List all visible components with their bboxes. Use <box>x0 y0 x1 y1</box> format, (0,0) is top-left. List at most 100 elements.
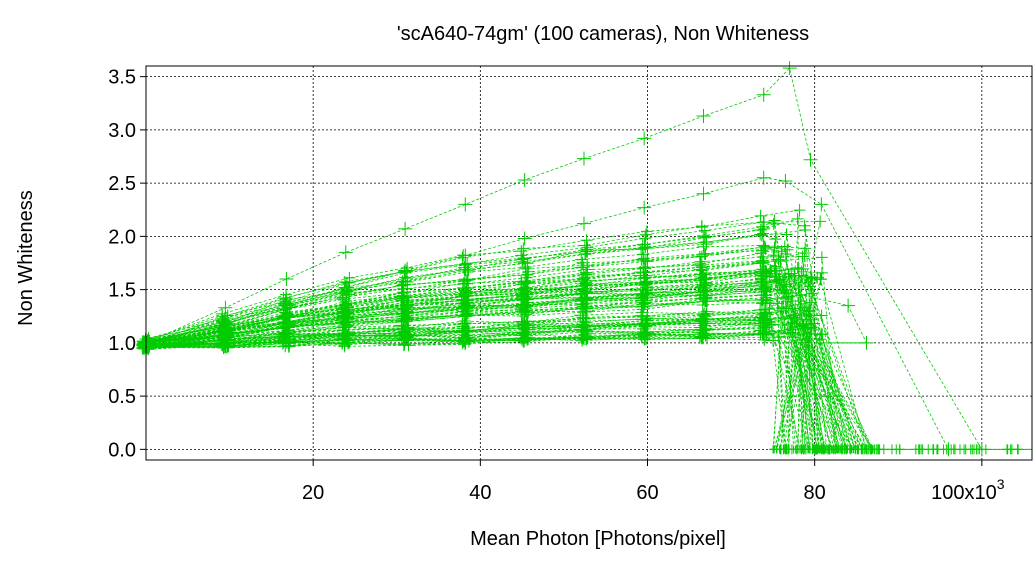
x-tick-label-text: 100x10 <box>931 482 997 504</box>
camera-series-line <box>147 275 812 450</box>
camera-series-point <box>756 293 769 306</box>
highlighted-series-point <box>218 316 233 331</box>
camera-series-point <box>758 240 771 253</box>
grid <box>140 66 1032 466</box>
camera-series-point <box>781 243 794 256</box>
highlighted-series-point <box>637 200 652 215</box>
highlighted-series-point <box>859 335 874 350</box>
camera-series-line <box>147 275 841 450</box>
camera-series-point <box>578 333 591 346</box>
camera-series-line <box>142 278 822 450</box>
camera-series-point <box>635 301 648 314</box>
camera-series-point <box>460 282 473 295</box>
highlighted-series-point <box>803 152 818 167</box>
camera-series-point <box>576 334 589 347</box>
camera-series-point <box>697 229 710 242</box>
x-tick-label-exponent: 3 <box>997 476 1005 492</box>
camera-series-line <box>149 248 853 450</box>
highlighted-series-point <box>756 170 771 185</box>
camera-series-point <box>580 312 593 325</box>
highlighted-series-point <box>279 325 294 340</box>
camera-series-point <box>756 256 769 269</box>
camera-series-line <box>142 278 856 450</box>
camera-series-line <box>146 284 794 450</box>
camera-series-point <box>514 331 527 344</box>
camera-series-point <box>769 260 782 273</box>
camera-series-point <box>581 259 594 272</box>
camera-series-point <box>338 305 351 318</box>
camera-series-point <box>767 334 780 347</box>
camera-series-point <box>772 331 785 344</box>
camera-series-point <box>760 285 773 298</box>
camera-series-line <box>146 282 820 450</box>
highlighted-series-point <box>458 248 473 263</box>
camera-series-point <box>696 268 709 281</box>
camera-series-line <box>143 269 823 450</box>
highlighted-series-point <box>637 295 652 310</box>
camera-series-point <box>793 204 806 217</box>
camera-series-point <box>635 328 648 341</box>
x-tick-label-text: 80 <box>804 482 826 504</box>
camera-series-point <box>459 288 472 301</box>
camera-series-point <box>460 294 473 307</box>
camera-series-point <box>634 287 647 300</box>
highlighted-series-point <box>696 186 711 201</box>
camera-series-point <box>754 209 767 222</box>
camera-series-point <box>460 309 473 322</box>
y-tick-label: 2.0 <box>108 226 136 248</box>
camera-series-point <box>461 257 474 270</box>
camera-series-point <box>698 247 711 260</box>
x-tick-label: 20 <box>302 482 324 504</box>
camera-series-point <box>520 293 533 306</box>
highlighted-series-line <box>145 177 949 450</box>
camera-series-point <box>811 271 824 284</box>
highlighted-series-point <box>398 314 413 329</box>
camera-series-point <box>457 334 470 347</box>
camera-series-point <box>695 220 708 233</box>
camera-series-point <box>785 267 798 280</box>
camera-series-point <box>336 309 349 322</box>
camera-series-point <box>396 286 409 299</box>
camera-series-point <box>697 327 710 340</box>
camera-series-point <box>217 336 230 349</box>
camera-series-point <box>461 289 474 302</box>
highlighted-series-point <box>974 442 989 457</box>
highlighted-series-point <box>756 287 771 302</box>
camera-series-point <box>697 309 710 322</box>
camera-series-point <box>522 306 535 319</box>
highlighted-series-point <box>338 245 353 260</box>
camera-series-point <box>402 313 415 326</box>
camera-series-point <box>757 216 770 229</box>
camera-series-point <box>639 232 652 245</box>
camera-series-point <box>638 278 651 291</box>
camera-series-point <box>337 324 350 337</box>
camera-series-point <box>771 297 784 310</box>
camera-series-point <box>279 298 292 311</box>
camera-series-point <box>581 286 594 299</box>
camera-series-point <box>576 256 589 269</box>
camera-series-line <box>148 268 823 450</box>
highlighted-series-point <box>517 303 532 318</box>
camera-series-point <box>815 251 828 264</box>
camera-series-point <box>695 261 708 274</box>
camera-series-point <box>791 212 804 225</box>
x-tick-label-text: 60 <box>636 482 658 504</box>
highlighted-series-point <box>637 131 652 146</box>
camera-series-point <box>634 309 647 322</box>
camera-series-line <box>147 322 854 450</box>
camera-series-point <box>397 332 410 345</box>
camera-series-point <box>639 266 652 279</box>
camera-series-point <box>806 287 819 300</box>
camera-series-point <box>640 225 653 238</box>
x-tick-label: 100x103 <box>931 476 1005 504</box>
camera-series-point <box>518 257 531 270</box>
highlighted-series-point <box>218 300 233 315</box>
camera-series-point <box>283 335 296 348</box>
highlighted-series-point <box>576 216 591 231</box>
camera-series-point <box>758 307 771 320</box>
highlighted-series-point <box>279 271 294 286</box>
highlighted-series-point <box>576 151 591 166</box>
camera-series-line <box>147 328 874 450</box>
camera-series-point <box>581 327 594 340</box>
